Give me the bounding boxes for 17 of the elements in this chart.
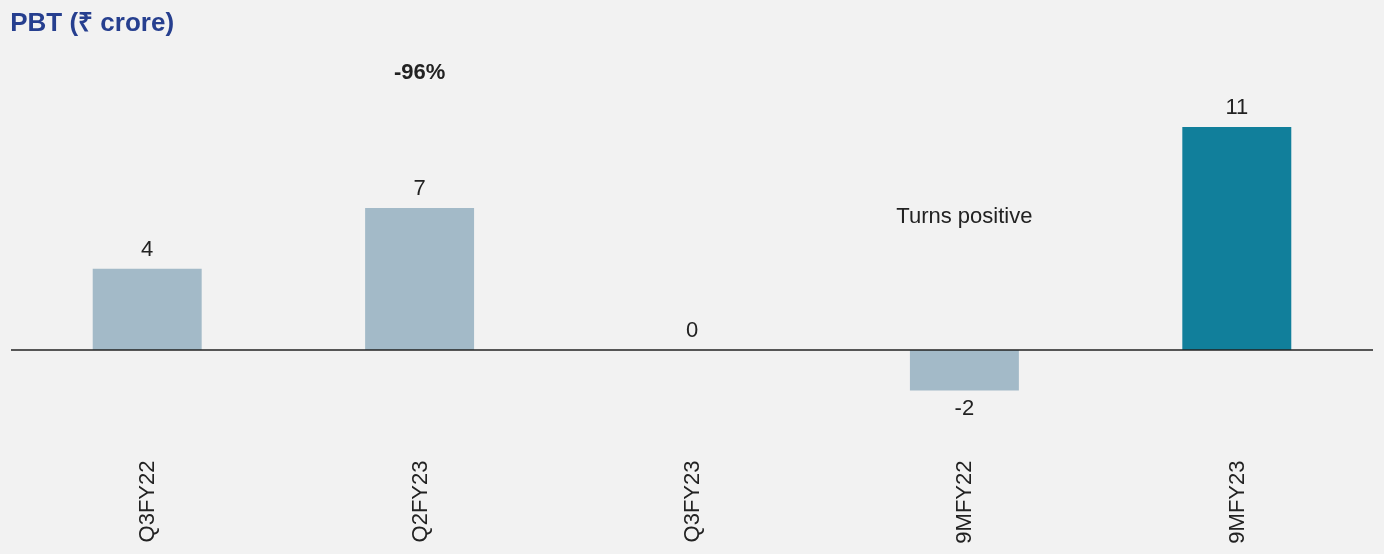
bar [1182,126,1292,350]
x-tick-label: 9MFY23 [1223,460,1249,544]
data-label: 7 [413,175,426,201]
bar [365,208,475,350]
chart-title: PBT (₹ crore) [10,7,175,37]
data-label: 0 [685,316,699,342]
annotation: Turns positive [896,203,1033,229]
bar [92,268,202,350]
bar [909,349,1019,391]
x-tick-label: Q3FY23 [679,460,704,543]
x-tick-label: Q3FY22 [134,460,160,543]
x-tick-label: 9MFY22 [951,460,977,544]
x-tick-label: Q2FY23 [406,460,432,543]
data-label: 4 [141,235,154,261]
data-label: -2 [954,395,975,421]
data-label: 11 [1225,93,1249,119]
text: -96% [393,58,446,84]
